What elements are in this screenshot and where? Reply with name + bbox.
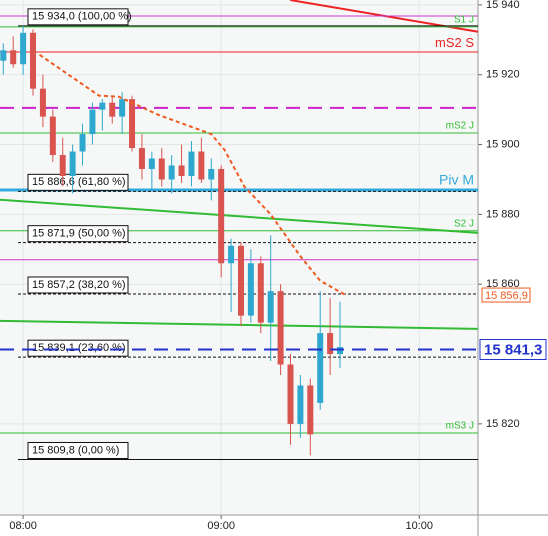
candle-body [198,151,205,180]
x-tick-label: 09:00 [207,520,235,532]
fib-label-box [27,276,129,294]
ma-price-label: 15 856,9 [485,290,528,302]
candle-body [20,32,27,65]
candle-body [99,102,106,110]
candle-body [317,333,324,403]
y-tick-label: 15 920 [486,69,520,81]
candle-body [287,364,294,424]
fib-label-box [27,339,129,357]
candle-body [208,168,215,180]
y-tick-label: 15 860 [486,278,520,290]
candle-body [228,245,235,264]
fib-label: 15 809,8 (0,00 %) [32,444,119,456]
price-tag-box [481,287,531,303]
level-label: mS3 J [446,421,474,432]
candle-body [237,245,244,316]
candle-body [307,385,314,435]
candle-body [119,99,126,117]
candle-body [10,50,17,65]
candle-body [178,165,185,176]
level-label: S2 J [454,218,474,229]
candle-body [49,116,56,156]
candle-body [30,32,37,89]
candle-body [89,109,96,135]
y-tick-label: 15 820 [486,418,520,430]
fib-label: 15 839,1 (23,60 %) [32,342,126,354]
candle-body [168,165,175,180]
y-tick-label: 15 900 [486,138,520,150]
candle-body [327,333,334,355]
trendline [0,198,479,234]
y-tick-label: 15 880 [486,208,520,220]
moving-average [39,53,346,296]
candle-body [148,158,155,169]
candle-body [129,99,136,149]
level-label: Piv M [439,172,474,188]
candle-body [138,148,145,169]
candle-body [39,88,46,117]
x-tick-label: 08:00 [9,520,37,532]
y-tick-label: 15 940 [486,0,520,11]
candle-body [297,385,304,424]
fib-label-box [27,441,129,459]
fib-label: 15 934,0 (100,00 %) [32,11,132,23]
x-tick-label: 10:00 [405,520,433,532]
level-label: mS2 S [435,35,474,50]
candle-body [158,158,165,180]
candle-body [79,134,86,152]
fib-label-box [27,8,129,26]
candle-body [267,291,274,323]
candle-body [59,155,66,176]
candle-body [247,263,254,316]
level-label: mS2 J [446,121,474,132]
candle-body [0,50,7,61]
candle-body [109,102,116,117]
fib-label: 15 871,9 (50,00 %) [32,228,126,240]
last-price-label: 15 841,3 [484,341,542,358]
candle-body [188,151,195,176]
fib-label: 15 857,2 (38,20 %) [32,279,126,291]
trendline [0,319,479,330]
fib-label-box [27,173,129,191]
candle-body [218,168,225,264]
candle-body [337,347,344,355]
candle-body [69,151,76,176]
candle-body [257,263,264,323]
price-tag-box [479,339,547,361]
candle-body [277,291,284,365]
level-label: S1 J [454,15,474,26]
fib-label-box [27,225,129,243]
fib-label: 15 886,6 (61,80 %) [32,176,126,188]
